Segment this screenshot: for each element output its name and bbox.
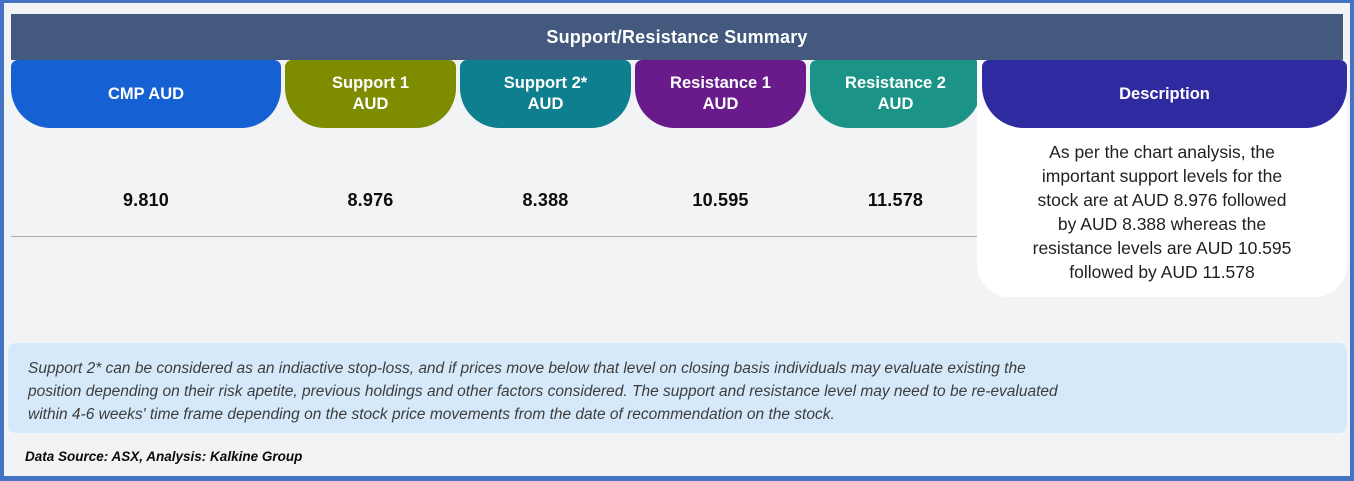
column-header-resistance-2: Resistance 2 AUD: [810, 60, 981, 128]
column-header-label: Resistance 1 AUD: [670, 74, 771, 113]
value-support-2: 8.388: [522, 190, 569, 210]
column-header-label: CMP AUD: [107, 84, 185, 103]
description-card: Description As per the chart analysis, t…: [977, 60, 1347, 297]
column-header-resistance-1: Resistance 1 AUD: [635, 60, 806, 128]
column-header-label: Support 2* AUD: [503, 74, 588, 113]
data-source-note: Data Source: ASX, Analysis: Kalkine Grou…: [25, 449, 303, 464]
value-support-1: 8.976: [347, 190, 394, 210]
stop-loss-note: Support 2* can be considered as an india…: [8, 343, 1347, 433]
column-header-support-1: Support 1 AUD: [285, 60, 456, 128]
values-row: 9.810 8.976 8.388 10.595 11.578: [11, 128, 981, 237]
column-header-label: Description: [1119, 84, 1210, 103]
column-header-label: Support 1 AUD: [332, 74, 409, 113]
description-text: As per the chart analysis, the important…: [1032, 142, 1292, 282]
value-resistance-1: 10.595: [692, 190, 749, 210]
panel-title: Support/Resistance Summary: [546, 26, 808, 47]
column-header-support-2: Support 2* AUD: [460, 60, 631, 128]
value-cmp: 9.810: [122, 190, 170, 210]
column-header-description: Description: [982, 60, 1347, 128]
panel-title-bar: Support/Resistance Summary: [11, 14, 1343, 60]
column-header-label: Resistance 2 AUD: [845, 74, 946, 113]
value-resistance-2: 11.578: [867, 190, 924, 210]
column-header-cmp: CMP AUD: [11, 60, 281, 128]
